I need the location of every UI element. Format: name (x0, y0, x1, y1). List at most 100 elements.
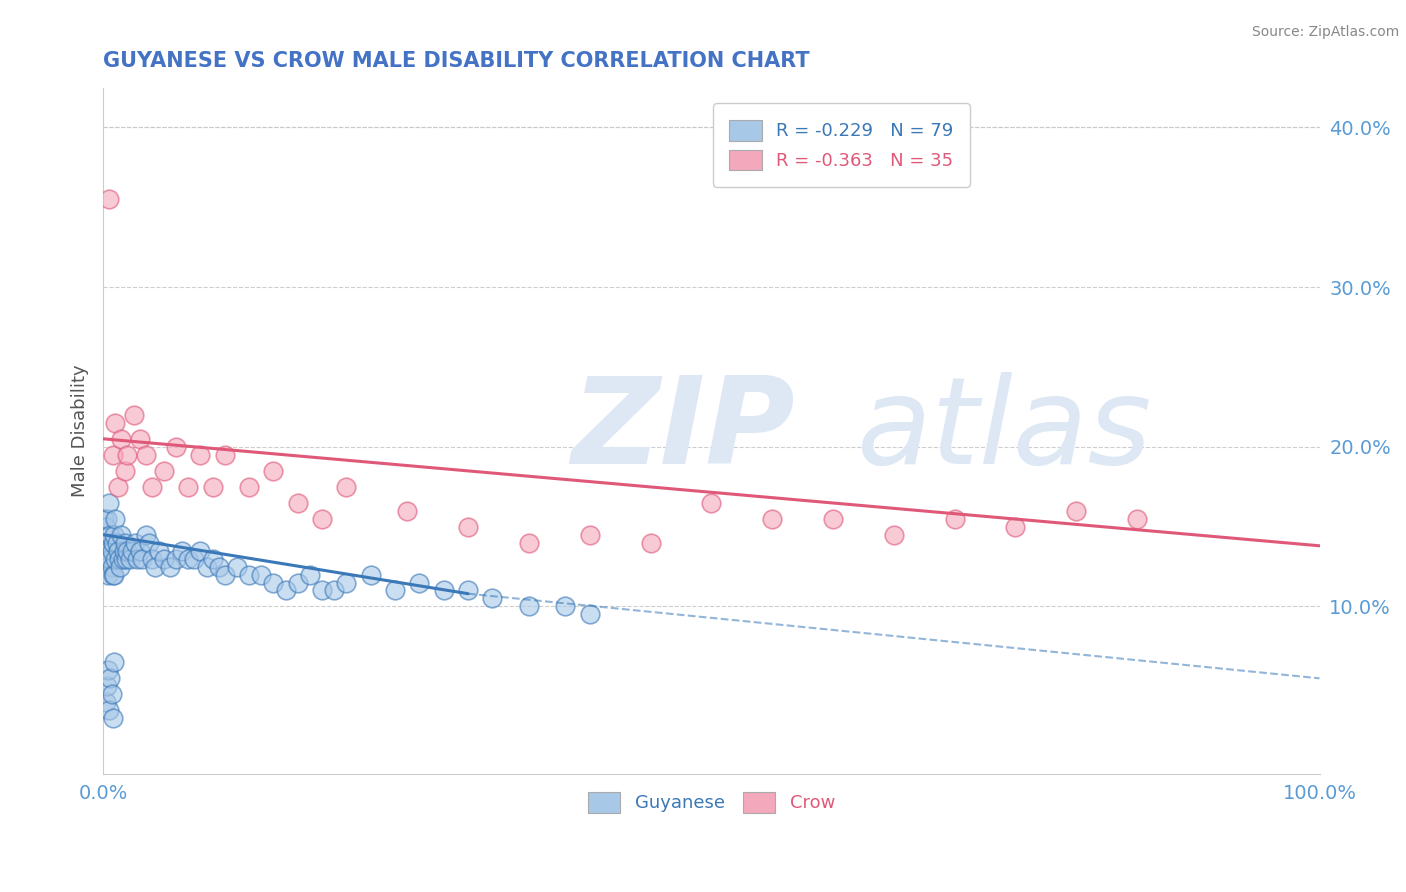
Point (457, 519, 479, 533)
Point (111, 551, 134, 566)
Point (138, 535, 160, 549)
Point (481, 591, 503, 606)
Point (190, 543, 212, 558)
Point (226, 559, 249, 574)
Text: Source: ZipAtlas.com: Source: ZipAtlas.com (1251, 25, 1399, 39)
Point (250, 567, 273, 582)
Point (517, 535, 540, 549)
Point (101, 567, 124, 582)
Point (335, 575, 357, 590)
Point (112, 543, 135, 558)
Point (433, 583, 456, 598)
Point (761, 511, 783, 525)
Point (700, 496, 723, 510)
Point (195, 559, 218, 574)
Point (100, 671, 122, 685)
Point (554, 599, 576, 614)
Point (165, 551, 187, 566)
Point (408, 575, 430, 590)
Point (107, 543, 129, 558)
Point (360, 567, 382, 582)
Point (117, 543, 139, 558)
Point (118, 551, 141, 566)
Point (124, 535, 146, 549)
Point (101, 448, 124, 462)
Point (128, 543, 150, 558)
Point (201, 551, 224, 566)
Point (96, 511, 118, 525)
Point (578, 607, 600, 622)
Point (335, 480, 357, 494)
Point (100, 551, 122, 566)
Point (131, 551, 153, 566)
Point (153, 551, 176, 566)
Point (100, 559, 122, 574)
Point (108, 551, 131, 566)
Point (159, 559, 181, 574)
Point (517, 599, 540, 614)
Point (100, 527, 122, 541)
Point (201, 480, 224, 494)
Point (190, 448, 212, 462)
Text: atlas: atlas (858, 372, 1153, 490)
Point (262, 464, 284, 478)
Point (1064, 503, 1087, 517)
Point (93, 511, 115, 525)
Point (141, 480, 163, 494)
Point (172, 543, 194, 558)
Point (183, 551, 205, 566)
Point (98, 496, 121, 510)
Legend: Guyanese, Crow: Guyanese, Crow (576, 780, 846, 823)
Point (104, 416, 127, 430)
Text: GUYANESE VS CROW MALE DISABILITY CORRELATION CHART: GUYANESE VS CROW MALE DISABILITY CORRELA… (103, 51, 810, 70)
Point (135, 527, 157, 541)
Point (96, 679, 118, 693)
Point (396, 503, 419, 517)
Text: ZIP: ZIP (571, 372, 796, 490)
Point (127, 551, 149, 566)
Point (214, 567, 236, 582)
Point (821, 511, 844, 525)
Point (238, 567, 260, 582)
Point (115, 551, 138, 566)
Point (165, 440, 187, 454)
Point (104, 511, 127, 525)
Point (97, 535, 120, 549)
Point (103, 567, 125, 582)
Point (110, 432, 132, 446)
Point (177, 551, 200, 566)
Point (287, 496, 309, 510)
Point (943, 511, 966, 525)
Point (208, 559, 231, 574)
Point (148, 543, 170, 558)
Point (98, 192, 121, 206)
Point (100, 687, 122, 701)
Point (640, 535, 662, 549)
Point (238, 480, 260, 494)
Point (121, 543, 143, 558)
Point (101, 535, 124, 549)
Point (98, 703, 121, 717)
Point (103, 656, 125, 670)
Point (114, 464, 136, 478)
Point (323, 583, 346, 598)
Point (128, 432, 150, 446)
Point (97, 663, 120, 677)
Y-axis label: Male Disability: Male Disability (72, 365, 89, 497)
Point (578, 527, 600, 541)
Point (94, 695, 117, 709)
Point (117, 448, 139, 462)
Point (141, 551, 163, 566)
Point (1004, 519, 1026, 533)
Point (105, 535, 128, 549)
Point (287, 575, 309, 590)
Point (93, 543, 115, 558)
Point (311, 583, 333, 598)
Point (153, 464, 176, 478)
Point (98, 543, 121, 558)
Point (96, 551, 118, 566)
Point (1126, 511, 1149, 525)
Point (274, 583, 297, 598)
Point (214, 448, 236, 462)
Point (457, 583, 479, 598)
